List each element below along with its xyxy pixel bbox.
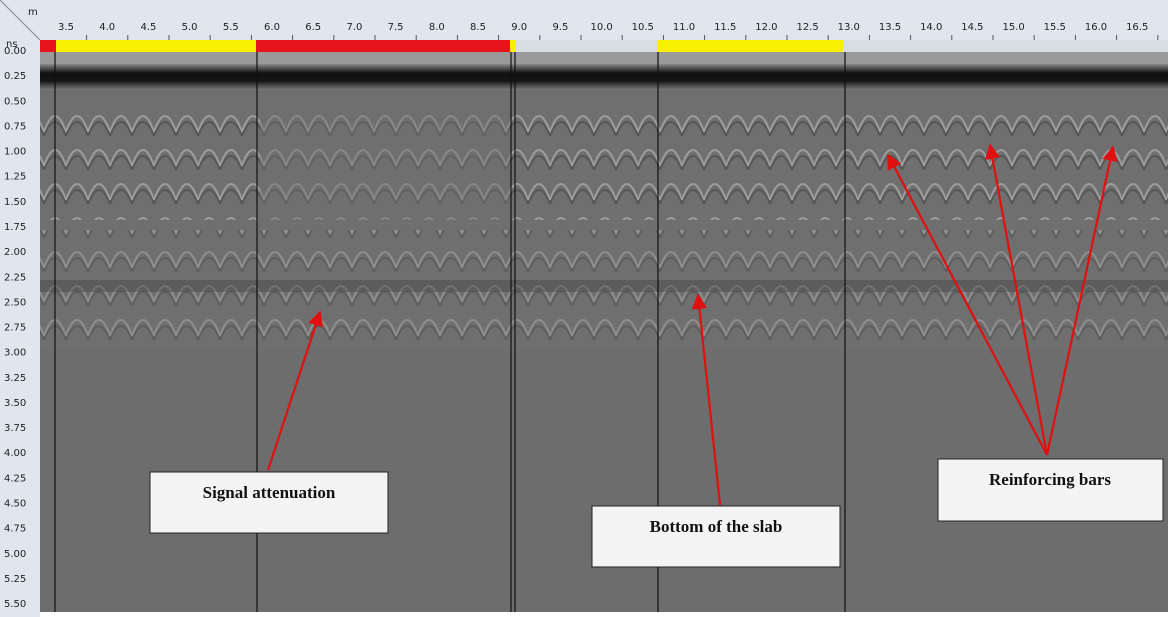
x-tick-label: 9.0 [511,22,527,33]
y-tick-label: 1.50 [4,197,26,208]
x-tick-label: 11.0 [673,22,695,33]
y-tick-label: 3.75 [4,423,26,434]
x-tick-label: 14.0 [920,22,942,33]
y-tick-label: 2.50 [4,297,26,308]
y-tick-label: 4.25 [4,473,26,484]
y-tick-label: 4.50 [4,499,26,510]
y-tick-label: 5.00 [4,549,26,560]
x-tick-label: 14.5 [961,22,983,33]
y-tick-label: 2.75 [4,323,26,334]
x-tick-label: 8.0 [429,22,445,33]
y-tick-label: 3.00 [4,348,26,359]
status-red [40,40,56,52]
page: {"axes": {"x_unit": "m", "y_unit": "ns",… [0,0,1168,617]
y-tick-label: 5.25 [4,574,26,585]
x-tick-label: 4.5 [140,22,156,33]
annotation-box [938,459,1163,521]
x-tick-label: 4.0 [99,22,115,33]
x-tick-label: 15.0 [1002,22,1024,33]
x-tick-label: 10.0 [590,22,612,33]
y-tick-label: 0.00 [4,46,26,57]
x-tick-label: 11.5 [714,22,736,33]
y-tick-label: 2.25 [4,272,26,283]
y-tick-label: 2.00 [4,247,26,258]
x-unit: m [28,7,38,18]
surface-band [40,52,1168,66]
x-tick-label: 3.5 [58,22,74,33]
x-tick-label: 12.0 [755,22,777,33]
y-tick-label: 1.00 [4,147,26,158]
x-tick-label: 8.5 [470,22,486,33]
annotation-box [592,506,840,567]
annotation-box [150,472,388,533]
x-tick-label: 16.5 [1126,22,1148,33]
status-red [256,40,510,52]
radargram-screenshot: m ns 3.54.04.55.05.56.06.57.07.58.08.59.… [0,0,1168,617]
y-tick-label: 4.00 [4,448,26,459]
y-tick-label: 3.50 [4,398,26,409]
y-tick-label: 4.75 [4,524,26,535]
status-yellow [657,40,843,52]
x-tick-label: 5.0 [182,22,198,33]
x-tick-label: 5.5 [223,22,239,33]
y-tick-label: 1.25 [4,172,26,183]
y-tick-label: 0.50 [4,96,26,107]
direct-wave [40,64,1168,90]
rebar-reflections [40,110,1168,220]
status-yellow [510,40,516,52]
y-tick-label: 0.75 [4,121,26,132]
x-tick-label: 15.5 [1044,22,1066,33]
x-tick-label: 9.5 [552,22,568,33]
x-tick-label: 7.0 [346,22,362,33]
y-tick-label: 1.75 [4,222,26,233]
x-tick-label: 16.0 [1085,22,1107,33]
attenuated-zone [260,110,510,220]
header [0,0,1168,40]
y-tick-label: 0.25 [4,71,26,82]
x-tick-label: 10.5 [632,22,654,33]
slab-bottom-line [40,280,1168,292]
y-tick-label: 5.50 [4,599,26,610]
x-tick-label: 12.5 [796,22,818,33]
y-tick-label: 3.25 [4,373,26,384]
x-tick-label: 13.0 [838,22,860,33]
x-tick-label: 13.5 [879,22,901,33]
annotation-label: Reinforcing bars [989,470,1111,489]
annotation-label: Bottom of the slab [650,517,783,536]
x-tick-label: 6.5 [305,22,321,33]
status-yellow [56,40,256,52]
x-tick-label: 6.0 [264,22,280,33]
annotation-label: Signal attenuation [203,483,336,502]
x-tick-label: 7.5 [388,22,404,33]
